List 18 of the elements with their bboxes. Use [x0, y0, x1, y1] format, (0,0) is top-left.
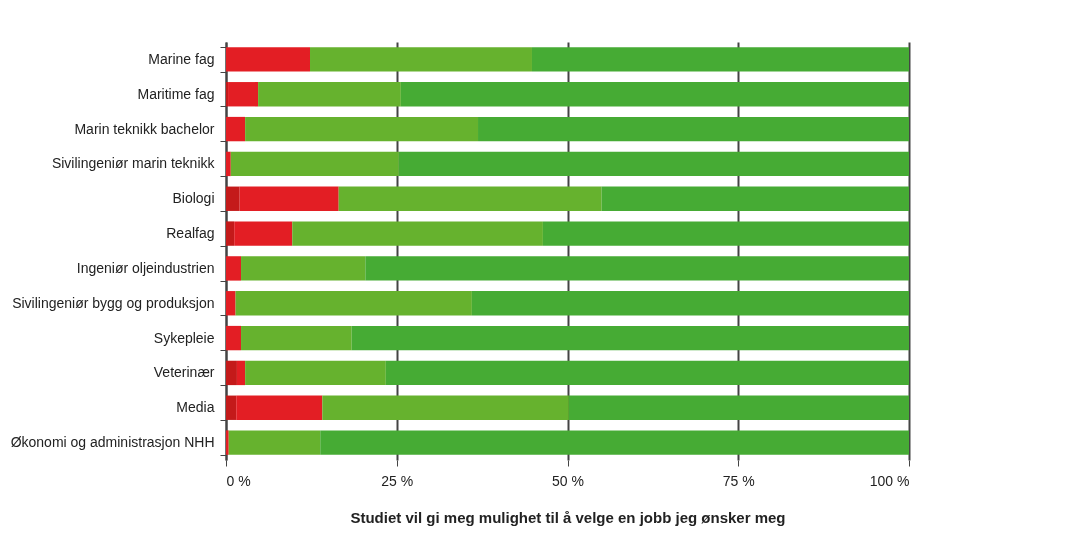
y-tick-label: Marine fag [148, 50, 215, 67]
y-tick-label: Marin teknikk bachelor [74, 120, 215, 137]
y-tick-label: Biologi [172, 190, 215, 207]
y-tick-label: Realfag [166, 225, 215, 242]
y-tick-label: Sivilingeniør marin teknikk [51, 155, 216, 172]
x-tick-label: 25 % [381, 472, 414, 489]
y-tick-label: Media [176, 399, 215, 416]
y-tick-label: Sivilingeniør bygg og produksjon [12, 294, 215, 311]
y-tick-label: Ingeniør oljeindustrien [76, 259, 215, 276]
x-tick-label: 100 % [869, 472, 910, 489]
x-tick-label: 50 % [552, 472, 584, 489]
y-tick-label: Maritime fag [137, 85, 215, 102]
y-tick-label: Økonomi og administrasjon NHH [10, 434, 215, 451]
x-tick-label: 75 % [722, 472, 755, 489]
y-tick-label: Veterinær [153, 364, 215, 381]
x-axis-title: Studiet vil gi meg mulighet til å velge en jobb jeg ønsker meg [350, 508, 786, 526]
x-tick-label: 0 % [226, 472, 251, 489]
y-tick-label: Sykepleie [153, 329, 215, 346]
